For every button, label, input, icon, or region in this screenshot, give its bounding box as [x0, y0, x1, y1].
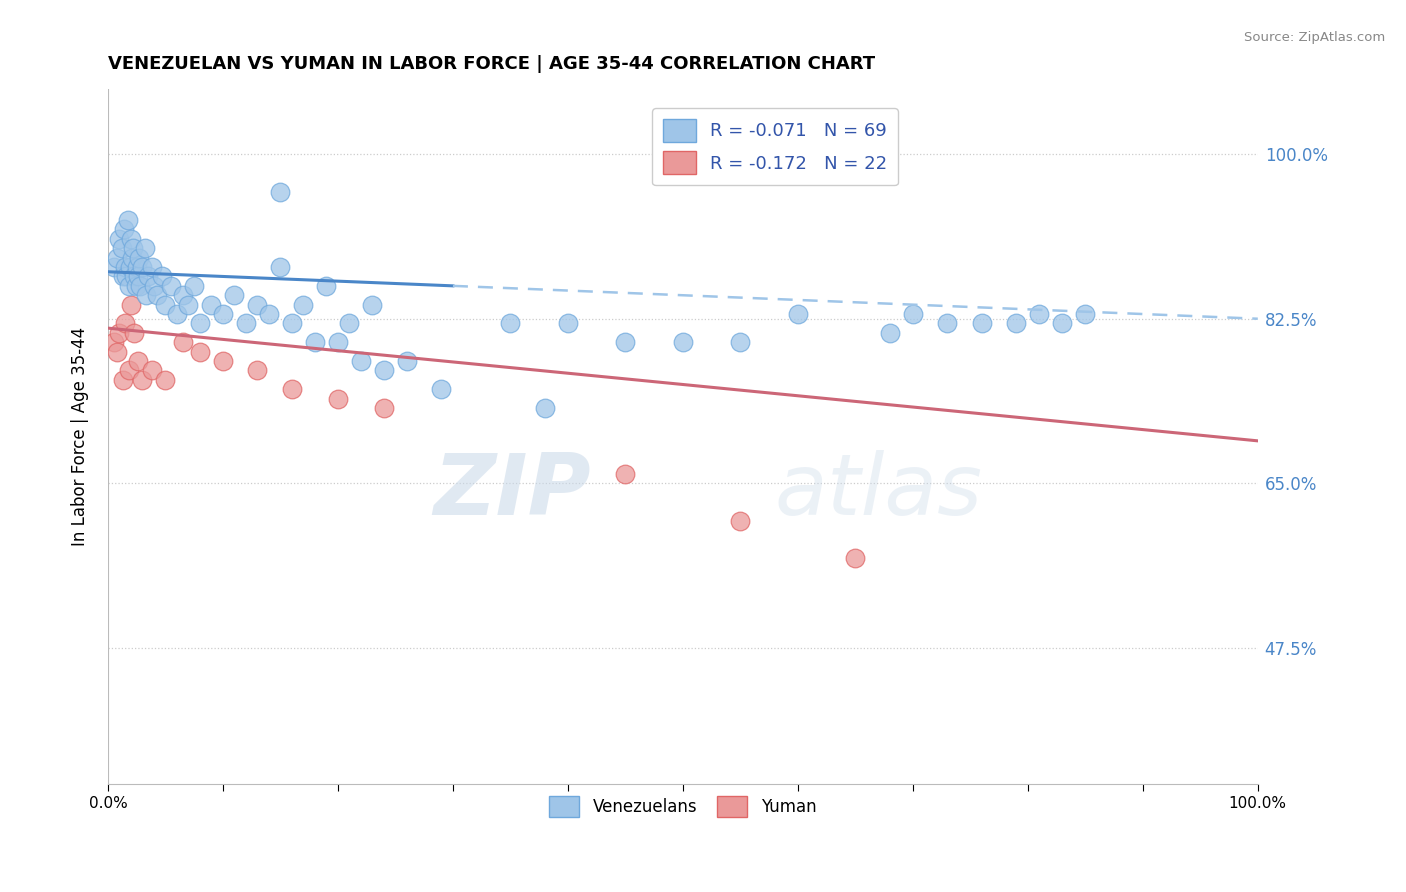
- Point: [121, 251, 143, 265]
- Point: [127, 354, 149, 368]
- Point: [200, 298, 222, 312]
- Point: [212, 354, 235, 368]
- Point: [118, 260, 141, 274]
- Point: [1052, 317, 1074, 331]
- Point: [172, 335, 194, 350]
- Point: [108, 232, 131, 246]
- Point: [212, 307, 235, 321]
- Point: [614, 467, 637, 481]
- Point: [112, 222, 135, 236]
- Point: [128, 251, 150, 265]
- Point: [844, 551, 866, 566]
- Point: [281, 317, 304, 331]
- Point: [166, 307, 188, 321]
- Point: [124, 326, 146, 340]
- Point: [155, 373, 177, 387]
- Point: [111, 241, 134, 255]
- Point: [141, 363, 163, 377]
- Point: [150, 269, 173, 284]
- Point: [246, 298, 269, 312]
- Point: [114, 317, 136, 331]
- Point: [786, 307, 808, 321]
- Point: [269, 185, 291, 199]
- Point: [499, 317, 522, 331]
- Point: [672, 335, 695, 350]
- Point: [160, 278, 183, 293]
- Point: [125, 260, 148, 274]
- Point: [146, 288, 169, 302]
- Point: [281, 382, 304, 396]
- Text: ZIP: ZIP: [433, 450, 591, 533]
- Point: [136, 269, 159, 284]
- Point: [105, 344, 128, 359]
- Point: [246, 363, 269, 377]
- Point: [292, 298, 315, 312]
- Text: atlas: atlas: [775, 450, 983, 533]
- Point: [269, 260, 291, 274]
- Point: [124, 269, 146, 284]
- Point: [120, 232, 142, 246]
- Point: [879, 326, 901, 340]
- Point: [118, 363, 141, 377]
- Point: [326, 392, 349, 406]
- Point: [257, 307, 280, 321]
- Point: [131, 373, 153, 387]
- Point: [103, 260, 125, 274]
- Point: [134, 241, 156, 255]
- Point: [901, 307, 924, 321]
- Point: [373, 363, 395, 377]
- Point: [172, 288, 194, 302]
- Point: [117, 213, 139, 227]
- Point: [730, 514, 752, 528]
- Point: [1028, 307, 1050, 321]
- Point: [970, 317, 993, 331]
- Text: VENEZUELAN VS YUMAN IN LABOR FORCE | AGE 35-44 CORRELATION CHART: VENEZUELAN VS YUMAN IN LABOR FORCE | AGE…: [108, 55, 875, 73]
- Point: [122, 241, 145, 255]
- Point: [350, 354, 373, 368]
- Point: [557, 317, 579, 331]
- Point: [141, 260, 163, 274]
- Point: [120, 298, 142, 312]
- Point: [188, 317, 211, 331]
- Point: [124, 278, 146, 293]
- Point: [730, 335, 752, 350]
- Point: [105, 251, 128, 265]
- Point: [143, 278, 166, 293]
- Point: [430, 382, 453, 396]
- Point: [103, 335, 125, 350]
- Point: [183, 278, 205, 293]
- Text: Source: ZipAtlas.com: Source: ZipAtlas.com: [1244, 31, 1385, 45]
- Point: [326, 335, 349, 350]
- Point: [936, 317, 959, 331]
- Point: [177, 298, 200, 312]
- Y-axis label: In Labor Force | Age 35-44: In Labor Force | Age 35-44: [72, 326, 89, 546]
- Point: [395, 354, 418, 368]
- Point: [188, 344, 211, 359]
- Point: [135, 288, 157, 302]
- Point: [304, 335, 326, 350]
- Point: [235, 317, 257, 331]
- Point: [114, 260, 136, 274]
- Legend: Venezuelans, Yuman: Venezuelans, Yuman: [543, 789, 823, 824]
- Point: [108, 326, 131, 340]
- Point: [339, 317, 361, 331]
- Point: [115, 269, 138, 284]
- Point: [614, 335, 637, 350]
- Point: [1074, 307, 1097, 321]
- Point: [118, 278, 141, 293]
- Point: [155, 298, 177, 312]
- Point: [224, 288, 246, 302]
- Point: [315, 278, 337, 293]
- Point: [129, 278, 152, 293]
- Point: [1005, 317, 1028, 331]
- Point: [111, 373, 134, 387]
- Point: [111, 269, 134, 284]
- Point: [127, 269, 149, 284]
- Point: [131, 260, 153, 274]
- Point: [361, 298, 384, 312]
- Point: [534, 401, 557, 415]
- Point: [373, 401, 395, 415]
